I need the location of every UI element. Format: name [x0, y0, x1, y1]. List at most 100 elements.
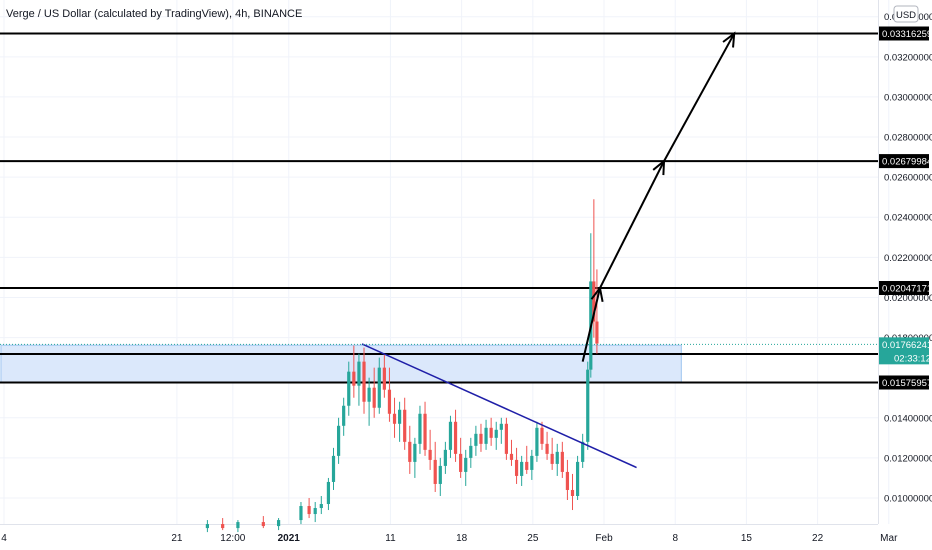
candle	[236, 520, 240, 533]
candle	[484, 419, 488, 450]
candle-body	[413, 443, 417, 462]
price-tick-label: 0.02000000	[884, 293, 932, 304]
trendline-line[interactable]	[361, 343, 637, 469]
candle-body	[586, 369, 590, 442]
candle	[595, 269, 599, 354]
candle-body	[550, 453, 554, 464]
time-tick-label: Mar	[880, 533, 898, 544]
candle	[509, 439, 514, 466]
candle-body	[565, 471, 570, 490]
candle-body	[499, 423, 503, 430]
support-zone-rect[interactable]	[0, 344, 682, 383]
candle-body	[545, 443, 549, 454]
price-tick-label: 0.02600000	[884, 173, 932, 184]
candle-body	[570, 489, 575, 496]
candle-body	[443, 449, 447, 466]
trendline[interactable]	[361, 343, 637, 469]
time-tick-label: 8	[672, 533, 678, 544]
candle-body	[494, 429, 498, 438]
price-level-tag-label: 0.02679984	[882, 157, 932, 168]
time-tick-label: 4	[1, 533, 7, 544]
candle	[479, 423, 483, 452]
candle-body	[352, 371, 356, 386]
candle-body	[205, 524, 209, 529]
price-level-tag	[879, 26, 929, 41]
candle	[362, 347, 366, 414]
candle	[586, 361, 590, 450]
candle-body	[595, 321, 599, 344]
candle	[570, 473, 575, 511]
time-tick-label: 22	[812, 533, 824, 544]
time-tick-label: 15	[741, 533, 753, 544]
countdown-label: 02:33:12	[894, 353, 931, 364]
candle	[331, 447, 336, 490]
candle-body	[418, 413, 422, 444]
price-tick-label: 0.01000000	[884, 493, 932, 504]
candle-body	[540, 427, 544, 444]
projection-segment[interactable]	[581, 287, 601, 362]
candle-body	[387, 389, 392, 414]
candle	[489, 417, 493, 446]
candle	[276, 518, 281, 531]
candle-body	[464, 457, 468, 472]
price-tick-label: 0.02200000	[884, 253, 932, 264]
candle	[319, 495, 323, 515]
candle-body	[581, 441, 585, 462]
candle	[550, 437, 554, 470]
candle	[540, 421, 544, 450]
candle	[448, 415, 453, 458]
candle	[372, 367, 376, 418]
candle-body	[372, 387, 376, 408]
candle-body	[423, 413, 427, 450]
price-level-tag	[879, 375, 929, 390]
candle-body	[469, 445, 473, 458]
currency-button-frame	[893, 5, 919, 23]
candle-body	[459, 453, 463, 472]
candle	[530, 449, 534, 480]
price-tick-label: 0.01400000	[884, 413, 932, 424]
candle	[459, 437, 463, 478]
candle-body	[367, 387, 371, 402]
candle-body	[525, 461, 529, 470]
candle-body	[313, 508, 317, 515]
candle-body	[221, 524, 225, 529]
candle	[428, 429, 432, 470]
price-tick-label: 0.01200000	[884, 453, 932, 464]
candle	[261, 516, 265, 529]
projection-segment[interactable]	[599, 160, 665, 289]
candle	[377, 357, 381, 414]
grid	[0, 0, 890, 524]
candle	[221, 518, 225, 531]
candle-body	[592, 281, 596, 322]
currency-button[interactable]: USD	[893, 5, 919, 23]
projection-segment[interactable]	[663, 33, 736, 162]
candle-body	[362, 361, 366, 402]
candle	[453, 409, 458, 462]
price-tick-label: 0.03200000	[884, 52, 932, 63]
candle	[535, 421, 539, 462]
candle-body	[453, 421, 458, 454]
current-price-label: 0.01766241	[882, 340, 932, 351]
candle-body	[433, 459, 437, 484]
candle-body	[357, 361, 361, 386]
candle	[499, 417, 503, 444]
price-levels	[0, 32, 878, 384]
candle-body	[484, 427, 488, 444]
support-zone[interactable]	[0, 344, 682, 383]
time-tick-label: 25	[527, 533, 539, 544]
candle	[418, 405, 422, 454]
candle-body	[377, 367, 381, 408]
candle	[520, 455, 524, 486]
candle-body	[520, 461, 524, 476]
candle-body	[489, 427, 493, 438]
candle-body	[504, 423, 508, 454]
projection-arrow[interactable]	[581, 31, 736, 362]
candle-body	[514, 459, 519, 476]
candle-body	[398, 409, 402, 424]
candle	[443, 441, 447, 474]
candle-body	[575, 461, 580, 496]
candle-body	[530, 455, 534, 470]
candle	[560, 441, 564, 478]
